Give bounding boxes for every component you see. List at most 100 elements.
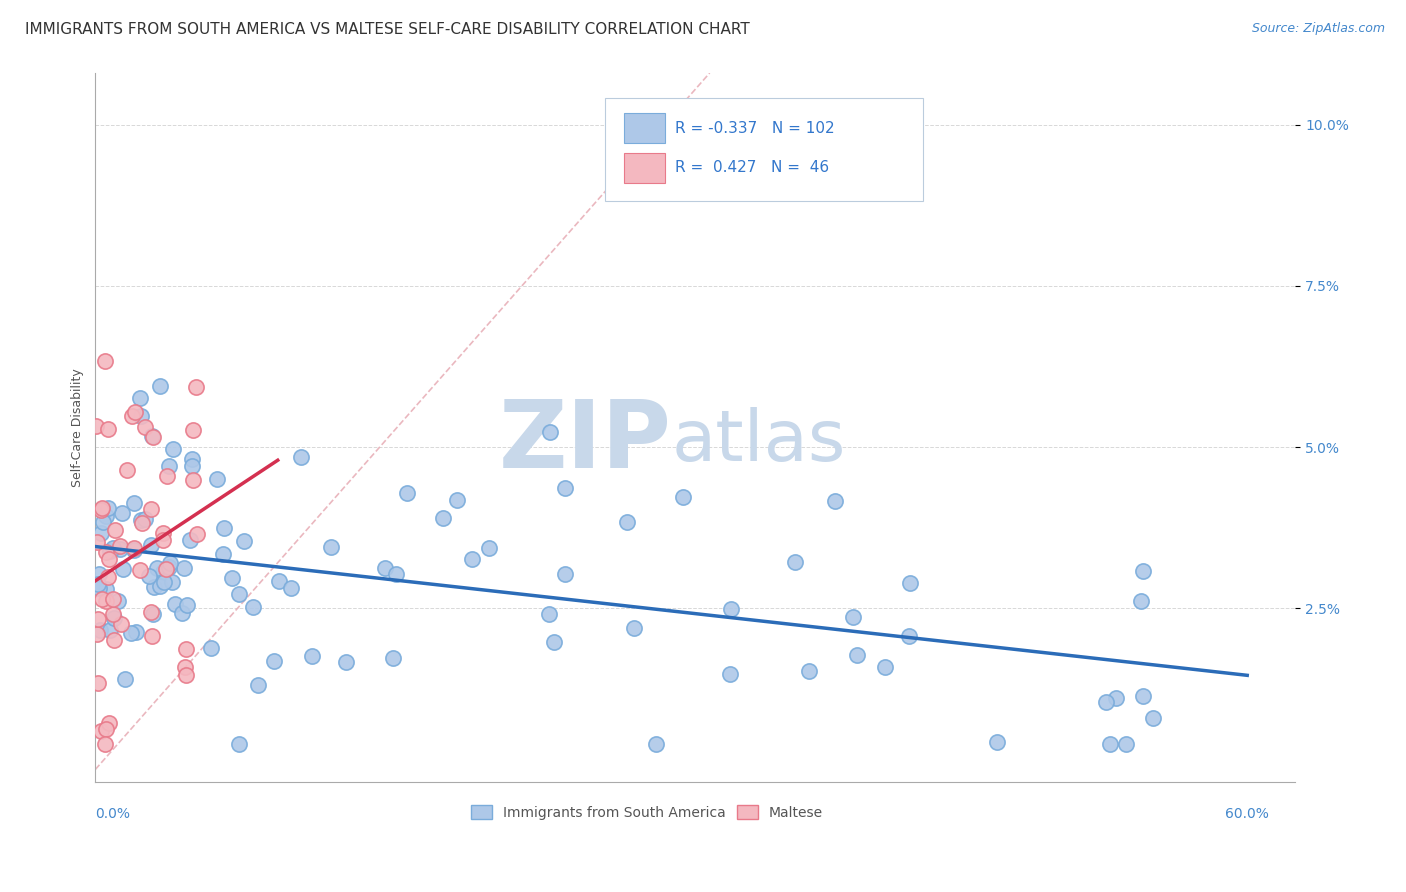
Point <box>90 592 112 607</box>
FancyBboxPatch shape <box>606 98 924 201</box>
Point <box>186 526 208 541</box>
Point <box>112 562 135 576</box>
Point <box>446 492 468 507</box>
Point <box>1095 695 1118 709</box>
Point <box>90 525 112 540</box>
Point <box>104 523 127 537</box>
Text: atlas: atlas <box>671 408 845 476</box>
Point <box>149 379 172 393</box>
Point <box>174 660 197 674</box>
Point <box>1142 711 1164 725</box>
Point <box>181 474 204 488</box>
Point <box>134 512 156 526</box>
Point <box>1115 737 1137 751</box>
Point <box>152 533 174 548</box>
Point <box>107 594 129 608</box>
Point <box>228 737 250 751</box>
Point <box>538 425 561 439</box>
Point <box>96 545 118 559</box>
Point <box>280 581 302 595</box>
Point <box>94 737 117 751</box>
Point <box>122 495 145 509</box>
Point <box>129 563 152 577</box>
Point <box>159 556 181 570</box>
Point <box>382 651 405 665</box>
Point <box>142 580 165 594</box>
Point <box>101 591 124 606</box>
Point <box>623 621 645 635</box>
FancyBboxPatch shape <box>624 153 665 183</box>
Point <box>108 539 131 553</box>
Point <box>124 625 146 640</box>
Text: IMMIGRANTS FROM SOUTH AMERICA VS MALTESE SELF-CARE DISABILITY CORRELATION CHART: IMMIGRANTS FROM SOUTH AMERICA VS MALTESE… <box>25 22 749 37</box>
Point <box>94 722 117 736</box>
Point <box>228 587 250 601</box>
Point <box>263 654 285 668</box>
FancyBboxPatch shape <box>624 113 665 144</box>
Point <box>89 581 111 595</box>
Point <box>111 506 134 520</box>
Point <box>98 543 121 558</box>
Point <box>211 547 233 561</box>
Point <box>319 541 342 555</box>
Point <box>165 597 187 611</box>
Point <box>94 582 117 596</box>
Point <box>875 659 897 673</box>
Point <box>142 607 165 621</box>
Point <box>86 611 108 625</box>
Point <box>91 502 114 516</box>
Point <box>176 667 198 681</box>
Point <box>121 409 143 423</box>
Point <box>155 469 177 483</box>
Point <box>200 641 222 656</box>
Point <box>97 501 120 516</box>
Point <box>103 607 125 621</box>
Text: 0.0%: 0.0% <box>96 807 131 822</box>
Point <box>129 409 152 423</box>
Point <box>432 511 454 525</box>
Point <box>173 561 195 575</box>
Point <box>90 503 112 517</box>
Point <box>157 559 180 574</box>
Point <box>86 418 108 433</box>
Point <box>97 551 120 566</box>
Point <box>986 735 1008 749</box>
Point <box>146 560 169 574</box>
Point <box>176 599 198 613</box>
Point <box>616 515 638 529</box>
Point <box>97 570 120 584</box>
Point <box>785 555 807 569</box>
Point <box>900 576 922 591</box>
Point <box>160 575 183 590</box>
Point <box>205 472 228 486</box>
Point <box>460 552 482 566</box>
Point <box>91 515 114 529</box>
Point <box>89 623 111 637</box>
Point <box>87 576 110 591</box>
Point <box>101 541 124 555</box>
Point <box>122 541 145 555</box>
Point <box>124 543 146 558</box>
Point <box>91 500 114 515</box>
Point <box>672 490 695 504</box>
Point <box>176 641 198 656</box>
Text: R =  0.427   N =  46: R = 0.427 N = 46 <box>675 160 830 175</box>
Point <box>797 665 820 679</box>
Point <box>554 481 576 495</box>
Point <box>644 737 666 751</box>
Point <box>110 616 132 631</box>
Point <box>180 459 202 474</box>
Legend: Immigrants from South America, Maltese: Immigrants from South America, Maltese <box>465 799 828 825</box>
Point <box>94 354 117 368</box>
Point <box>97 716 120 731</box>
Point <box>103 632 125 647</box>
Point <box>232 534 254 549</box>
Point <box>97 422 120 436</box>
Point <box>897 629 920 643</box>
Text: Source: ZipAtlas.com: Source: ZipAtlas.com <box>1251 22 1385 36</box>
Point <box>1105 690 1128 705</box>
Point <box>157 459 180 474</box>
Point <box>180 452 202 467</box>
Point <box>246 678 269 692</box>
Text: ZIP: ZIP <box>498 396 671 488</box>
